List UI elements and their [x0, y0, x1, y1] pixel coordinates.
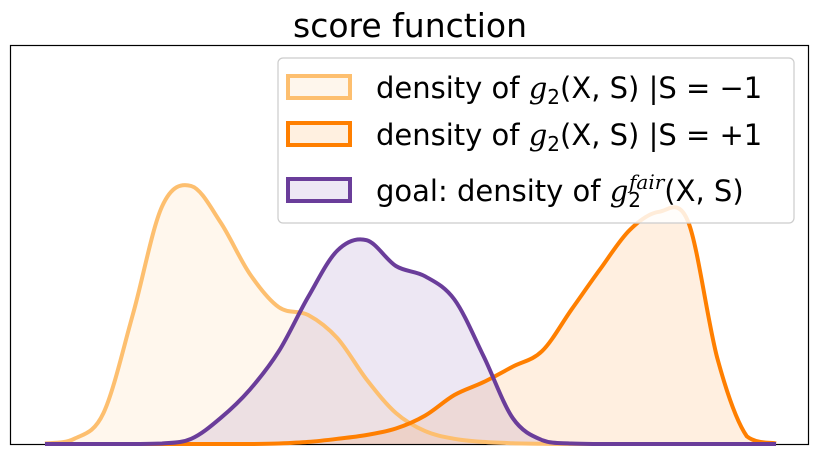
legend-label-2: density of g2(X, S) |S = +1 [376, 118, 762, 156]
chart-title: score function [293, 6, 527, 45]
legend-swatch-1 [286, 74, 352, 100]
legend-label-1: density of g2(X, S) |S = −1 [376, 71, 762, 109]
legend-label-3: goal: density of g2fair(X, S) [376, 170, 744, 212]
legend: density of g2(X, S) |S = −1 density of g2… [277, 57, 795, 224]
plot-frame [9, 44, 810, 446]
series-1-area [45, 185, 776, 444]
legend-swatch-2 [286, 121, 352, 147]
series-3-line [45, 237, 776, 446]
legend-swatch-3 [286, 177, 352, 203]
legend-box [277, 57, 795, 224]
series-layer [44, 183, 777, 446]
series-3-area [45, 239, 776, 444]
series-2-area [45, 207, 776, 444]
